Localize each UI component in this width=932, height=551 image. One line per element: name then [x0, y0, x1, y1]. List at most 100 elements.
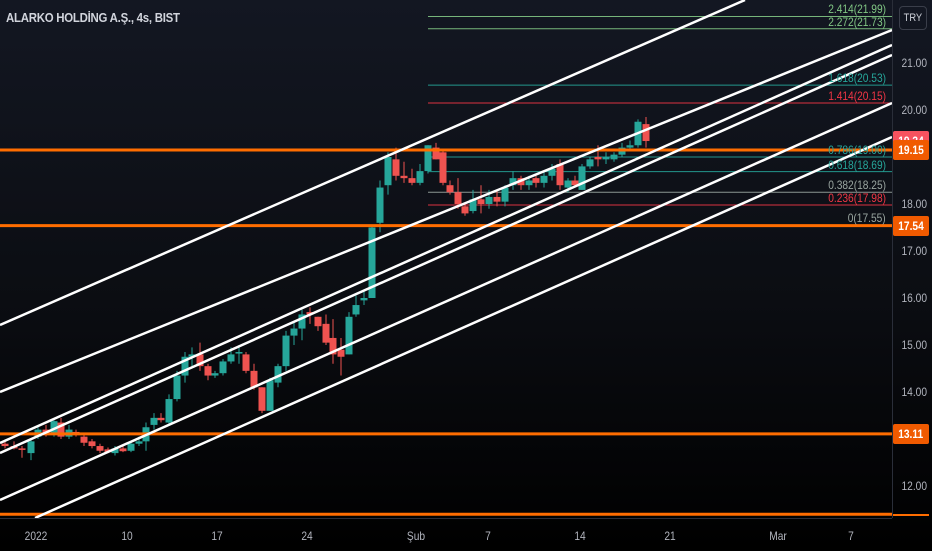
price-badge: 19.15 — [893, 139, 929, 160]
candle-up — [227, 354, 235, 362]
candle-up — [290, 328, 298, 336]
candle-down — [571, 180, 579, 186]
symbol-title: ALARKO HOLDİNG A.Ş., 4s, BIST — [6, 10, 180, 25]
candle-down — [392, 159, 400, 176]
price-tick: 18.00 — [901, 197, 927, 211]
candle-up — [564, 180, 572, 188]
candle-up — [173, 375, 181, 400]
candle-down — [88, 441, 96, 447]
time-tick: 14 — [574, 529, 586, 543]
candle-up — [540, 175, 548, 183]
candle-up — [602, 157, 610, 160]
candle-up — [135, 441, 143, 444]
trend-channel-line — [0, 0, 746, 327]
fib-label-0.786: 0.786(19.00) — [828, 143, 886, 157]
price-tick: 12.00 — [901, 479, 927, 493]
candle-up — [282, 335, 290, 367]
candle-down — [119, 448, 127, 452]
candle-down — [196, 354, 204, 367]
candle-down — [258, 387, 266, 411]
time-tick: 21 — [664, 529, 676, 543]
time-tick: Şub — [406, 529, 426, 543]
candle-up — [509, 178, 517, 186]
price-tick: 14.00 — [901, 385, 927, 399]
price-tick: 15.00 — [901, 338, 927, 352]
trend-channel-line — [0, 101, 892, 502]
trend-channel-line — [0, 43, 892, 445]
candle-down — [439, 152, 447, 183]
candle-up — [211, 373, 219, 376]
candle-down — [454, 192, 462, 204]
time-tick: 7 — [485, 529, 491, 543]
candle-up — [424, 145, 432, 172]
candle-down — [242, 354, 250, 371]
candle-up — [111, 448, 119, 454]
candle-down — [400, 175, 408, 179]
candle-down — [314, 316, 322, 327]
candle-up — [298, 314, 306, 329]
candle-up — [27, 441, 35, 454]
candle-down — [642, 124, 650, 142]
candle-down — [18, 448, 26, 450]
axis-level-marker — [893, 514, 929, 516]
candle-up — [586, 159, 594, 167]
candle-down — [532, 178, 540, 183]
candle-down — [477, 199, 485, 204]
fib-label-2.414: 2.414(21.99) — [828, 2, 886, 17]
time-tick: Mar — [769, 529, 787, 543]
time-tick: 24 — [301, 529, 313, 543]
candle-down — [337, 349, 345, 357]
candle-up — [266, 380, 274, 411]
candle-down — [446, 185, 454, 193]
candle-up — [416, 171, 424, 183]
price-badge: 17.54 — [893, 215, 929, 236]
candle-down — [556, 164, 564, 186]
time-tick: 17 — [211, 529, 223, 543]
candle-up — [469, 199, 477, 212]
trend-channel-line — [34, 135, 892, 518]
candle-down — [306, 312, 314, 315]
candle-up — [150, 417, 158, 425]
candle-up — [610, 154, 618, 160]
candle-up — [181, 356, 189, 376]
candle-down — [204, 366, 212, 376]
price-chart-plot[interactable] — [0, 0, 892, 518]
price-tick: 16.00 — [901, 291, 927, 305]
candle-up — [384, 157, 392, 186]
candle-up — [360, 298, 368, 301]
candle-down — [80, 436, 88, 443]
candle-up — [368, 227, 376, 298]
price-badge: 13.11 — [893, 423, 929, 444]
candle-down — [157, 417, 165, 421]
candle-up — [548, 168, 556, 176]
fib-label-0: 0(17.55) — [848, 211, 886, 226]
time-tick: 7 — [848, 529, 854, 543]
candle-up — [188, 354, 196, 357]
price-tick: 17.00 — [901, 244, 927, 258]
candle-up — [501, 187, 509, 202]
candle-down — [461, 206, 469, 214]
time-axis[interactable]: 2022 10 17 24 Şub 7 14 21 Mar 7 — [0, 518, 892, 551]
candle-up — [345, 316, 353, 355]
trend-channel-line — [0, 53, 892, 455]
currency-button[interactable]: TRY — [899, 6, 927, 30]
candle-down — [594, 157, 602, 160]
candle-up — [376, 187, 384, 223]
price-axis[interactable]: 21.00 20.00 18.00 17.00 16.00 15.00 14.00 12.00 — [892, 0, 932, 518]
fib-label-2.272: 2.272(21.73) — [828, 14, 886, 29]
candle-up — [127, 443, 135, 451]
price-tick: 21.00 — [901, 56, 927, 70]
candle-down — [250, 370, 258, 388]
time-tick: 2022 — [24, 529, 48, 543]
candle-down — [96, 446, 104, 451]
candle-up — [274, 366, 282, 383]
candle-up — [578, 166, 586, 190]
candle-down — [408, 178, 416, 183]
candle-up — [219, 361, 227, 374]
candle-down — [322, 323, 330, 343]
candle-down — [432, 147, 440, 160]
fib-label-1.414: 1.414(20.15) — [828, 88, 886, 103]
candle-up — [525, 180, 533, 186]
fib-label-0.236: 0.236(17.98) — [828, 190, 886, 205]
